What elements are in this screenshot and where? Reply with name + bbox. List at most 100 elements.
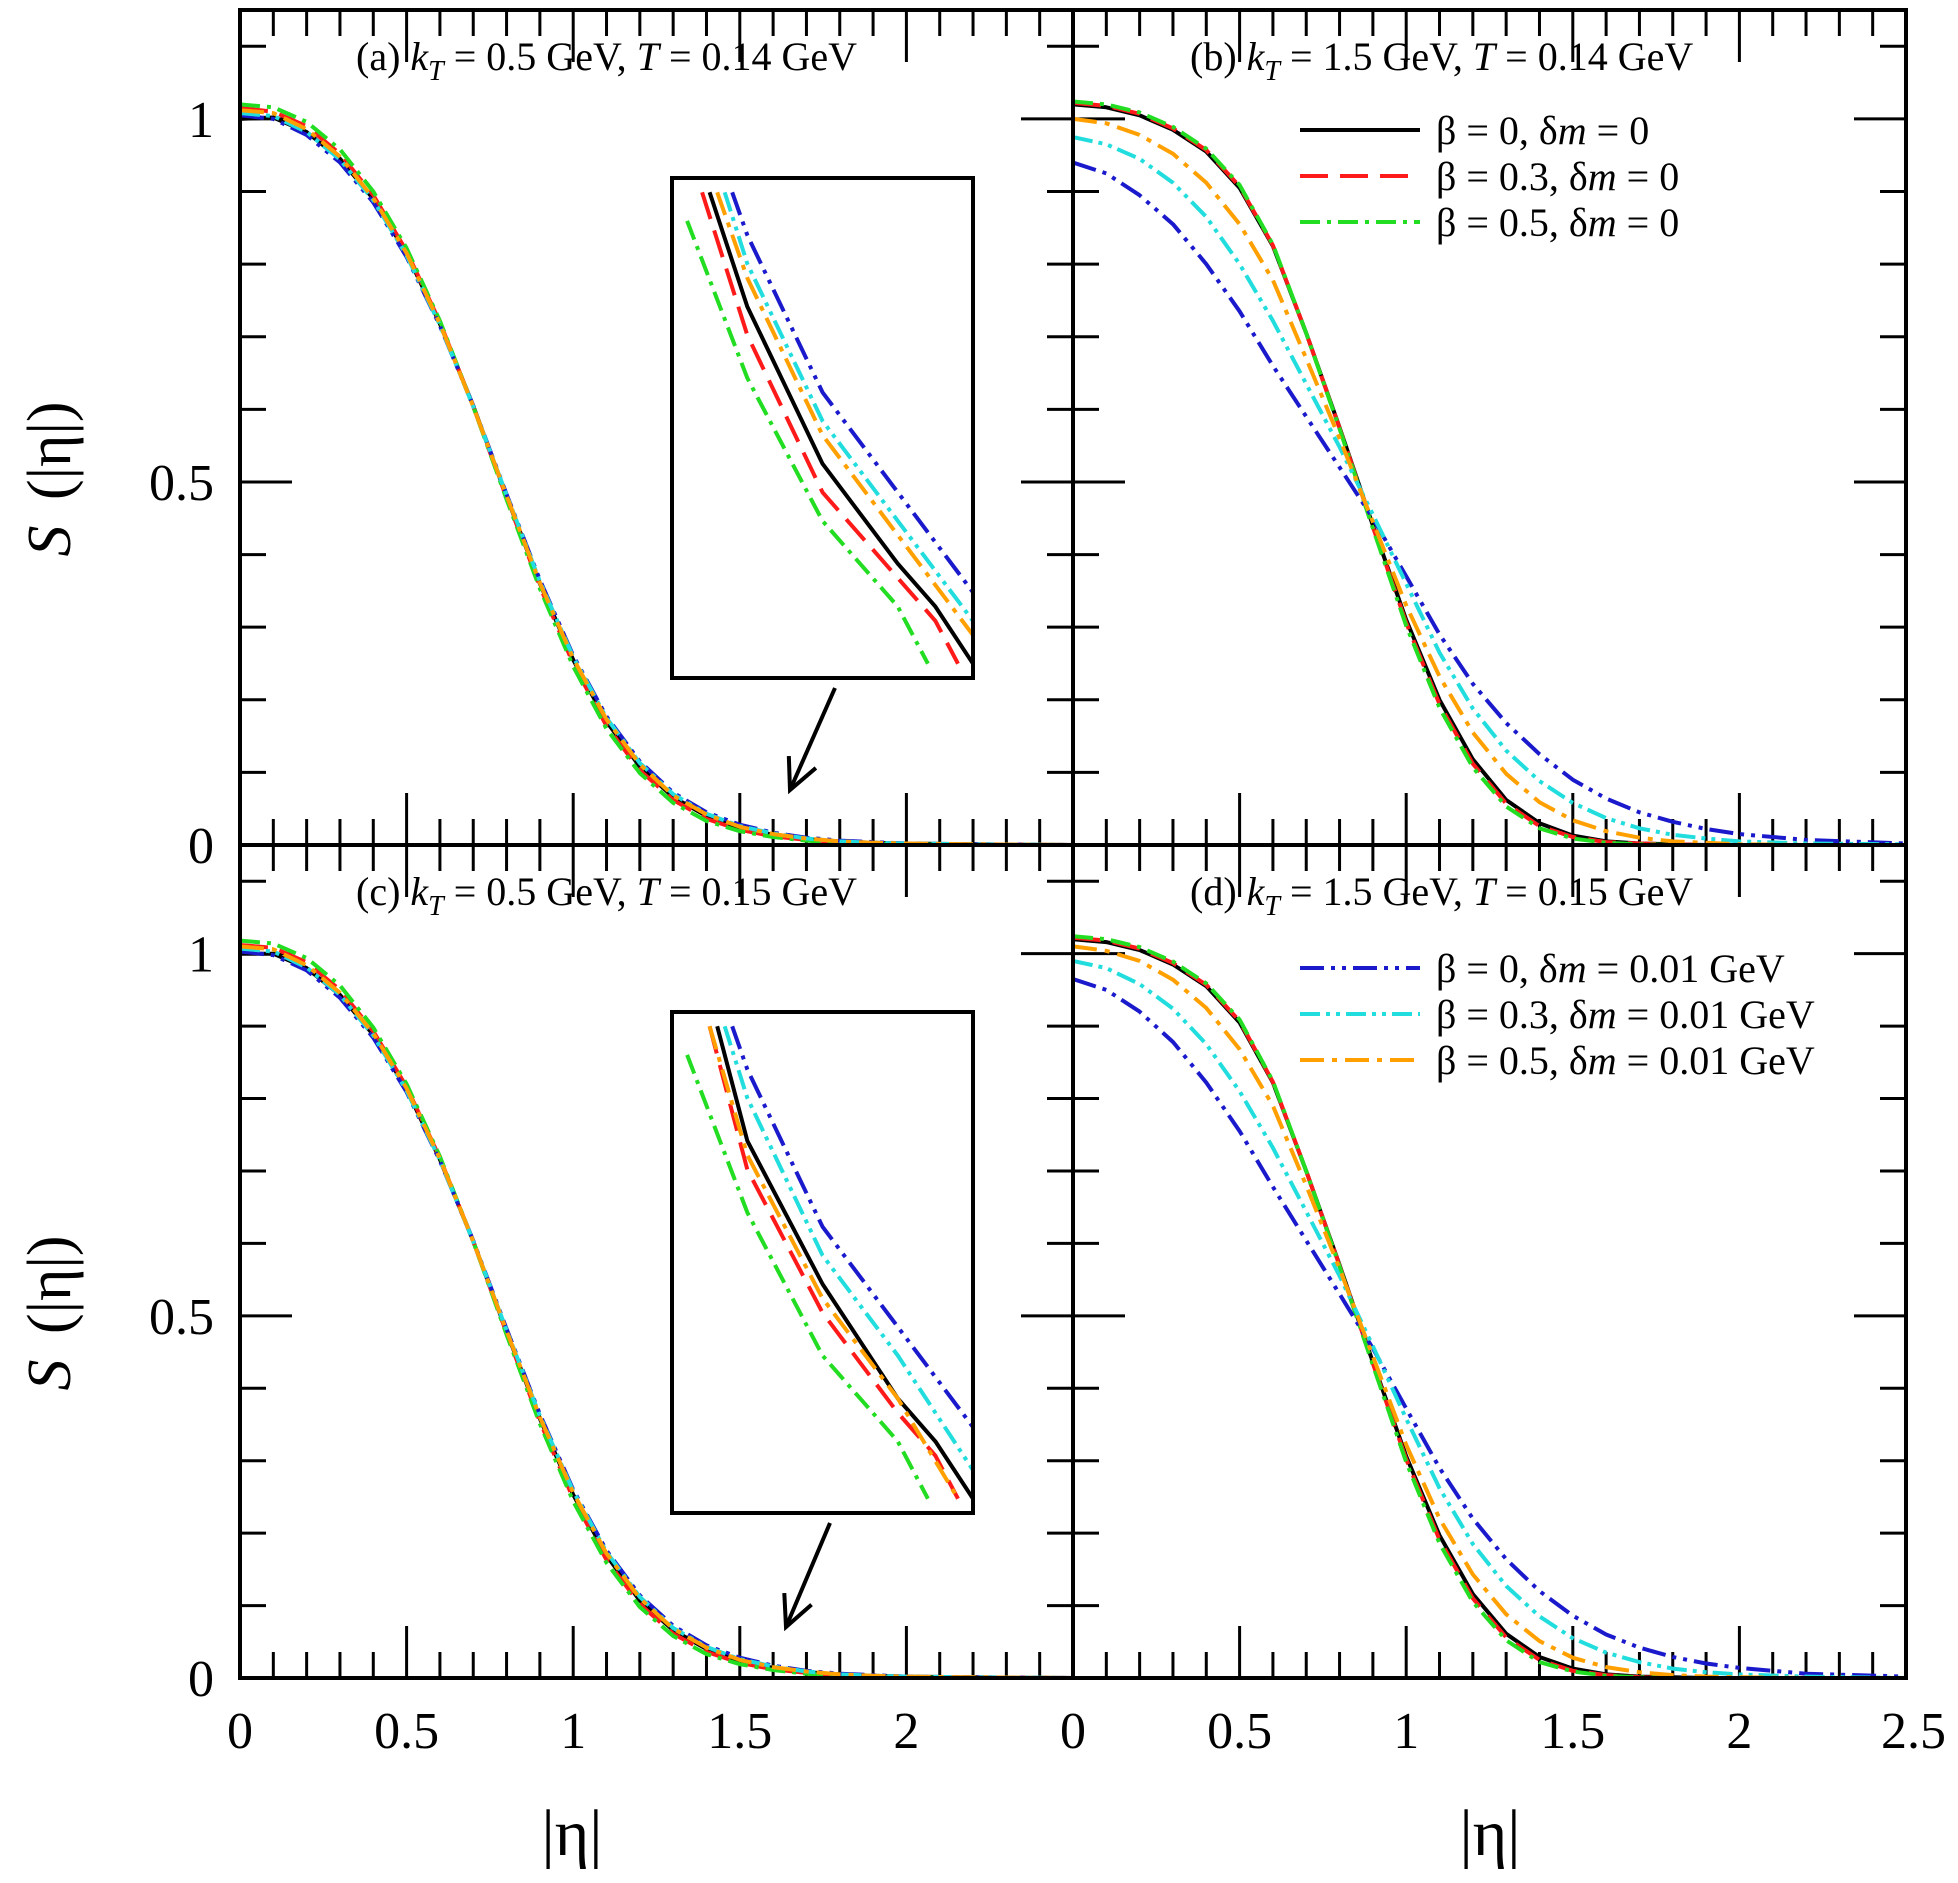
x-tick-label: 0.5 <box>374 1703 439 1760</box>
kt-symbol: k <box>410 869 429 914</box>
inset-curves <box>685 191 973 665</box>
temperature-symbol: T <box>637 869 662 914</box>
inset-a <box>670 176 975 795</box>
svg-text:S (|η|): S (|η|) <box>16 1235 84 1390</box>
legend-label-pre: β = 0.3, δ <box>1436 154 1588 199</box>
y-tick-label: 0 <box>188 818 214 875</box>
inset-curves <box>685 1025 973 1500</box>
y-tick-label: 1 <box>188 927 214 984</box>
legend-label-post: = 0 <box>1617 200 1680 245</box>
panel-curves-c <box>240 938 1073 1678</box>
temperature-value: = 0.15 GeV <box>1495 869 1693 914</box>
legend-label-pre: β = 0.3, δ <box>1436 992 1588 1037</box>
legend-label-post: = 0.01 GeV <box>1617 992 1815 1037</box>
legend-label-pre: β = 0.5, δ <box>1436 1038 1588 1083</box>
legend-label-pre: β = 0.5, δ <box>1436 200 1588 245</box>
legend-label-post: = 0.01 GeV <box>1587 946 1785 991</box>
kt-value: = 0.5 GeV, <box>444 34 637 79</box>
legend-entry-b05dm01: β = 0.5, δm = 0.01 GeV <box>1436 1038 1815 1083</box>
x-tick-label: 2 <box>893 1703 919 1760</box>
legend-entry-b0dm0: β = 0, δm = 0 <box>1436 108 1649 153</box>
legend-math-m: m <box>1588 1038 1617 1083</box>
inset-frame <box>670 176 975 680</box>
temperature-value: = 0.15 GeV <box>659 869 857 914</box>
legend-entry-b03dm0: β = 0.3, δm = 0 <box>1436 154 1679 199</box>
kt-value: = 1.5 GeV, <box>1280 34 1473 79</box>
panel-title: (d) kT = 1.5 GeV, T = 0.15 GeV <box>1190 869 1693 922</box>
kt-symbol: k <box>410 34 429 79</box>
y-axis-title-s: S <box>16 1360 84 1391</box>
plot-layer: 00.51(a) kT = 0.5 GeV, T = 0.14 GeV (b) k… <box>149 8 1946 1760</box>
panel-letter: (b) <box>1190 34 1247 79</box>
legend-label-pre: β = 0, δ <box>1436 108 1558 153</box>
inset-series-b0dm0 <box>715 1025 973 1500</box>
series-b03dm01 <box>1073 135 1906 845</box>
temperature-symbol: T <box>1473 869 1498 914</box>
inset-series-b0dm0 <box>707 191 973 665</box>
series-b03dm01 <box>1073 958 1906 1678</box>
inset-series-b05dm01 <box>707 1025 960 1500</box>
kt-symbol: k <box>1247 869 1266 914</box>
inset-arrow-head <box>782 1592 813 1632</box>
temperature-value: = 0.14 GeV <box>1495 34 1693 79</box>
panel-d: 0 0.5 1 1.5 2 2.5(d) kT = 1.5 GeV, T = 0.15 G… <box>1060 843 1946 1760</box>
y-axis-title-s: S <box>16 526 84 557</box>
legend-math-m: m <box>1558 108 1587 153</box>
legend-entry-b03dm01: β = 0.3, δm = 0.01 GeV <box>1436 992 1815 1037</box>
inset-series-b05dm01 <box>715 191 973 637</box>
x-axis-title-left: |η| <box>542 1797 603 1870</box>
inset-c <box>670 1010 975 1632</box>
panel-letter: (c) <box>356 869 410 914</box>
y-tick-label: 0 <box>188 1651 214 1708</box>
series-b05dm0 <box>1073 99 1906 845</box>
series-b05dm01 <box>1073 116 1906 845</box>
svg-text:S (|η|): S (|η|) <box>16 401 84 556</box>
x-tick-label: 1.5 <box>707 1703 772 1760</box>
inset-arrow-head <box>786 755 818 795</box>
inset-series-b05dm0 <box>685 220 930 665</box>
x-tick-label: 1.5 <box>1540 1703 1605 1760</box>
y-axis-title-top: S (|η|) <box>16 401 84 556</box>
x-axis-title-right: |η| <box>1460 1797 1521 1870</box>
series-b05dm01 <box>240 944 1073 1678</box>
legend-math-m: m <box>1588 992 1617 1037</box>
legend: β = 0, δm = 0β = 0.3, δm = 0β = 0.5, δm … <box>1300 108 1679 245</box>
temperature-symbol: T <box>1473 34 1498 79</box>
inset-series-b0dm01 <box>730 1025 973 1429</box>
panel-c: 0 0.5 1 1.5 200.51(c) kT = 0.5 GeV, T = 0.15… <box>149 843 1075 1760</box>
legend-entry-b05dm0: β = 0.5, δm = 0 <box>1436 200 1679 245</box>
inset-frame <box>670 1010 975 1515</box>
legend-label-post: = 0 <box>1617 154 1680 199</box>
series-b05dm01 <box>240 108 1073 845</box>
inset-arrow-shaft <box>784 1522 832 1628</box>
panel-letter: (a) <box>356 34 410 79</box>
inset-series-b0dm01 <box>730 191 973 594</box>
kt-value: = 0.5 GeV, <box>444 869 637 914</box>
inset-arrow-shaft <box>788 687 837 791</box>
legend-label-post: = 0.01 GeV <box>1617 1038 1815 1083</box>
inset-series-b03dm01 <box>722 191 973 623</box>
y-tick-label: 1 <box>188 92 214 149</box>
legend-math-m: m <box>1588 154 1617 199</box>
legend-math-m: m <box>1588 200 1617 245</box>
panel-title: (c) kT = 0.5 GeV, T = 0.15 GeV <box>356 869 857 922</box>
panel-title: (a) kT = 0.5 GeV, T = 0.14 GeV <box>356 34 857 87</box>
x-tick-label: 0 <box>1060 1703 1086 1760</box>
inset-background <box>672 1012 973 1513</box>
y-tick-label: 0.5 <box>149 1289 214 1346</box>
kt-subscript: T <box>428 56 446 87</box>
x-tick-label: 2.5 <box>1881 1703 1946 1760</box>
x-tick-label: 0.5 <box>1207 1703 1272 1760</box>
panel-letter: (d) <box>1190 869 1247 914</box>
series-b0dm01 <box>1073 977 1906 1678</box>
panel-a: 00.51(a) kT = 0.5 GeV, T = 0.14 GeV <box>149 8 1075 875</box>
series-b05dm01 <box>1073 944 1906 1678</box>
y-axis-title-arg: (|η|) <box>16 1235 84 1334</box>
kt-value: = 1.5 GeV, <box>1280 869 1473 914</box>
legend-entry-b0dm01: β = 0, δm = 0.01 GeV <box>1436 946 1785 991</box>
legend-label-pre: β = 0, δ <box>1436 946 1558 991</box>
temperature-value: = 0.14 GeV <box>659 34 857 79</box>
